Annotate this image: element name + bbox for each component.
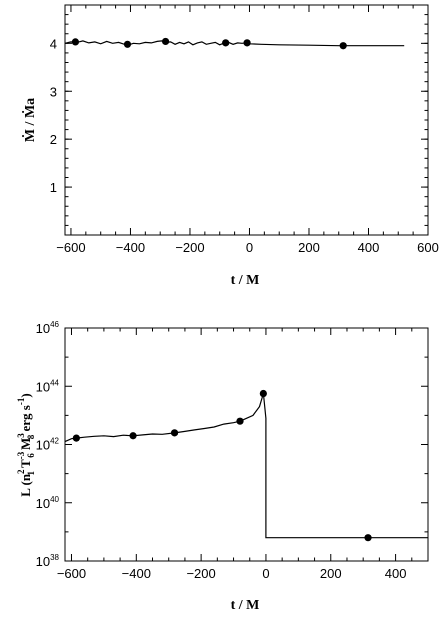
data-point <box>129 432 137 440</box>
y-axis-label-part: 1 <box>26 470 36 475</box>
y-tick-label: 1042 <box>36 437 60 453</box>
y-axis-label-part: M <box>18 438 33 454</box>
y-axis-label-part: L (n <box>18 473 33 497</box>
y-axis-label-part: 2 <box>16 469 26 474</box>
y-tick-label-exponent: 38 <box>50 553 59 562</box>
top-mdot-series-line <box>64 40 405 47</box>
y-tick-label: 1040 <box>36 495 60 511</box>
x-tick-label: −400 <box>122 566 151 581</box>
x-tick-label: −200 <box>186 566 215 581</box>
data-point <box>222 39 230 47</box>
y-tick-label-base: 10 <box>36 554 50 569</box>
y-tick-label-exponent: 40 <box>50 495 59 504</box>
data-point <box>259 389 267 398</box>
x-tick-label: 400 <box>358 240 380 255</box>
y-axis-label-part: 8 <box>26 434 36 439</box>
x-tick-label: 600 <box>417 240 439 255</box>
data-point <box>236 417 244 425</box>
y-axis-label-part: T <box>18 459 33 471</box>
y-axis-label-part: -3 <box>16 451 26 459</box>
top-y-axis-label: Ṁ / Ṁa <box>21 98 38 142</box>
data-point <box>339 42 347 50</box>
data-point <box>170 429 179 437</box>
top-ticks <box>65 5 429 236</box>
top-x-tick-labels: −600 −400 −200 0 200 400 600 <box>56 240 439 255</box>
bottom-luminosity-series-line <box>64 393 428 539</box>
y-tick-label-base: 10 <box>36 438 50 453</box>
bottom-x-axis-label: t / M <box>231 598 260 613</box>
bottom-plot-frame <box>64 327 429 562</box>
y-tick-label: 1044 <box>36 378 60 394</box>
y-tick-label: 3 <box>50 84 57 99</box>
top-panel: −600 −400 −200 0 200 400 600 1 2 3 4 t / M Ṁ / Ṁa <box>21 4 439 288</box>
data-point <box>71 38 80 46</box>
y-tick-label-base: 10 <box>36 496 50 511</box>
y-tick-label: 1038 <box>36 553 60 569</box>
data-point <box>161 37 170 46</box>
data-point <box>123 40 132 48</box>
y-tick-label-exponent: 46 <box>50 320 59 329</box>
x-tick-label: 0 <box>246 240 253 255</box>
y-axis-label-part: 3 <box>16 433 26 438</box>
x-tick-label: 400 <box>385 566 407 581</box>
y-tick-label-base: 10 <box>36 379 50 394</box>
data-point <box>364 534 372 542</box>
data-point <box>72 434 80 442</box>
top-y-tick-labels: 1 2 3 4 <box>50 36 57 195</box>
y-axis-label-part: -1 <box>16 397 26 405</box>
bottom-y-axis-label: L (n21 T-36 M38 erg s-1) <box>16 393 36 496</box>
y-axis-label-part: ) <box>18 393 33 397</box>
bottom-x-tick-labels: −600 −400 −200 0 200 400 <box>57 566 407 581</box>
y-axis-label-part: erg s <box>18 405 33 435</box>
data-point <box>243 39 251 47</box>
bottom-ticks <box>65 327 429 562</box>
x-tick-label: −600 <box>56 240 85 255</box>
x-tick-label: −200 <box>175 240 204 255</box>
x-tick-label: −400 <box>116 240 145 255</box>
bottom-panel: −600 −400 −200 0 200 400 10381040104210441046… <box>16 320 429 613</box>
x-tick-label: 0 <box>262 566 269 581</box>
y-tick-label-base: 10 <box>36 321 50 336</box>
y-tick-label: 1 <box>50 180 57 195</box>
bottom-luminosity-markers <box>72 389 372 542</box>
y-tick-label-exponent: 44 <box>50 378 59 387</box>
y-tick-label: 4 <box>50 36 57 51</box>
y-axis-label-part: 6 <box>26 453 36 458</box>
x-tick-label: 200 <box>320 566 342 581</box>
y-tick-label-exponent: 42 <box>50 437 59 446</box>
x-tick-label: 200 <box>298 240 320 255</box>
top-mdot-markers <box>71 37 347 50</box>
x-tick-label: −600 <box>57 566 86 581</box>
y-tick-label: 2 <box>50 132 57 147</box>
top-x-axis-label: t / M <box>231 273 260 288</box>
y-tick-label: 1046 <box>36 320 60 336</box>
